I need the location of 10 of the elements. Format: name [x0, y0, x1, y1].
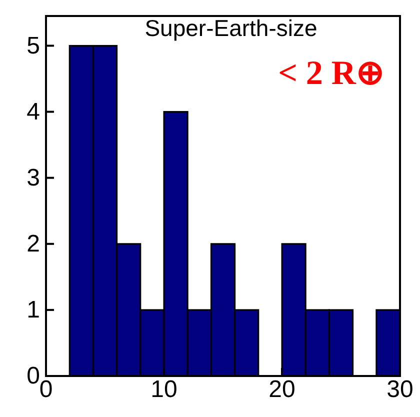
- x-tick-label: 30: [386, 376, 414, 404]
- y-tick-label: 2: [26, 230, 40, 258]
- y-tick-label: 1: [26, 296, 40, 324]
- y-tick-label: 4: [26, 98, 40, 126]
- x-tick-label: 10: [150, 376, 178, 404]
- x-tick-label: 20: [268, 376, 296, 404]
- y-tick-label: 5: [26, 32, 40, 60]
- chart-title: Super-Earth-size: [144, 15, 318, 41]
- annotation: < 2 R⊕: [278, 55, 384, 92]
- y-tick-label: 3: [26, 164, 40, 192]
